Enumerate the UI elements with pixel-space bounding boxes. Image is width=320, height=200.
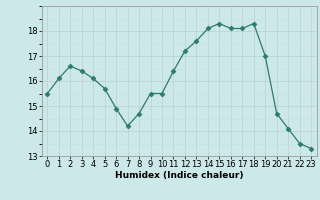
X-axis label: Humidex (Indice chaleur): Humidex (Indice chaleur)	[115, 171, 244, 180]
